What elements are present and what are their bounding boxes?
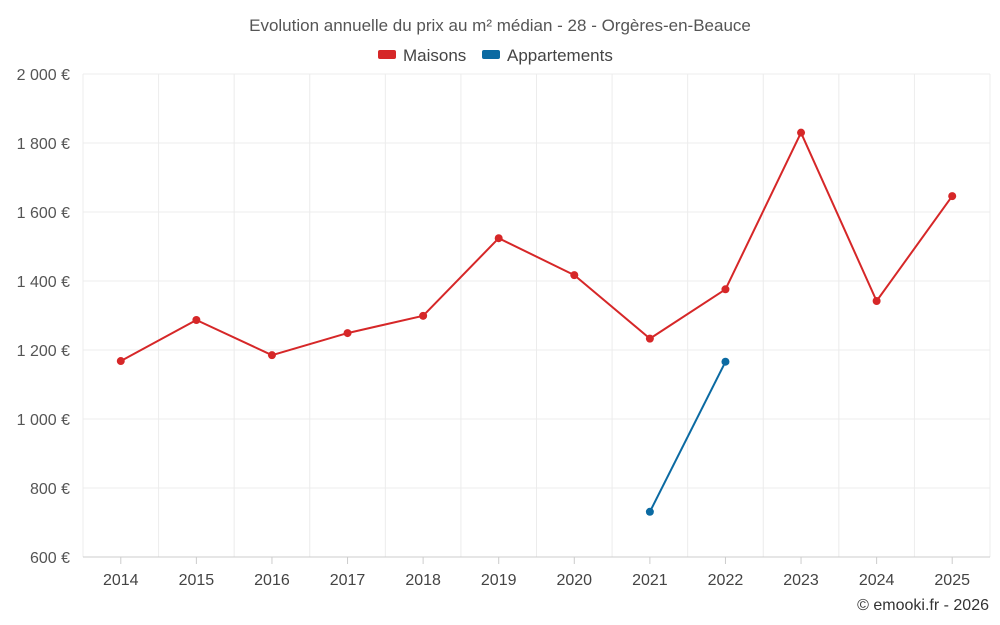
y-tick-label: 1 600 €: [17, 205, 70, 222]
data-point-appartements[interactable]: [721, 357, 730, 366]
legend: Maisons Appartements: [378, 46, 613, 65]
grid: [82, 73, 991, 557]
legend-swatch-maisons: [378, 50, 396, 59]
x-tick-label: 2020: [556, 572, 592, 589]
data-point-maisons[interactable]: [645, 334, 654, 343]
x-tick-label: 2015: [179, 572, 215, 589]
data-point-maisons[interactable]: [797, 128, 806, 137]
x-tick-label: 2022: [708, 572, 744, 589]
data-point-maisons[interactable]: [267, 351, 276, 360]
y-tick-label: 800 €: [30, 481, 70, 498]
data-point-appartements[interactable]: [645, 507, 654, 516]
data-point-maisons[interactable]: [192, 315, 201, 324]
x-tick-label: 2014: [103, 572, 139, 589]
series-line-appartements: [649, 361, 727, 513]
series-line-maisons: [120, 131, 954, 362]
series-group: [116, 128, 957, 516]
x-tick-label: 2021: [632, 572, 668, 589]
data-point-maisons[interactable]: [116, 357, 125, 366]
x-tick-label: 2025: [934, 572, 970, 589]
data-point-maisons[interactable]: [494, 234, 503, 243]
data-point-maisons[interactable]: [872, 297, 881, 306]
y-tick-label: 600 €: [30, 550, 70, 567]
y-tick-label: 1 000 €: [17, 412, 70, 429]
x-tick-label: 2017: [330, 572, 366, 589]
y-tick-label: 1 200 €: [17, 343, 70, 360]
series-appartements: [645, 357, 730, 516]
x-tick-label: 2019: [481, 572, 517, 589]
legend-item-maisons[interactable]: Maisons: [378, 46, 466, 65]
x-tick-label: 2024: [859, 572, 895, 589]
y-tick-label: 1 800 €: [17, 136, 70, 153]
x-tick-label: 2018: [405, 572, 441, 589]
x-tick-label: 2016: [254, 572, 290, 589]
y-tick-label: 2 000 €: [17, 67, 70, 84]
data-point-maisons[interactable]: [721, 285, 730, 294]
data-point-maisons[interactable]: [948, 192, 957, 201]
legend-item-appartements[interactable]: Appartements: [482, 46, 613, 65]
axes: 600 € 800 € 1 000 € 1 200 € 1 400 € 1 600 € 1 …: [17, 67, 990, 589]
data-point-maisons[interactable]: [570, 271, 579, 280]
series-maisons: [116, 128, 957, 366]
legend-swatch-appartements: [482, 50, 500, 59]
credit-text: © emooki.fr - 2026: [857, 597, 989, 614]
data-point-maisons[interactable]: [419, 311, 428, 320]
data-point-maisons[interactable]: [343, 329, 352, 338]
legend-label-maisons: Maisons: [403, 46, 466, 65]
legend-label-appartements: Appartements: [507, 46, 613, 65]
chart-title: Evolution annuelle du prix au m² médian …: [249, 16, 751, 35]
y-tick-label: 1 400 €: [17, 274, 70, 291]
x-tick-label: 2023: [783, 572, 819, 589]
